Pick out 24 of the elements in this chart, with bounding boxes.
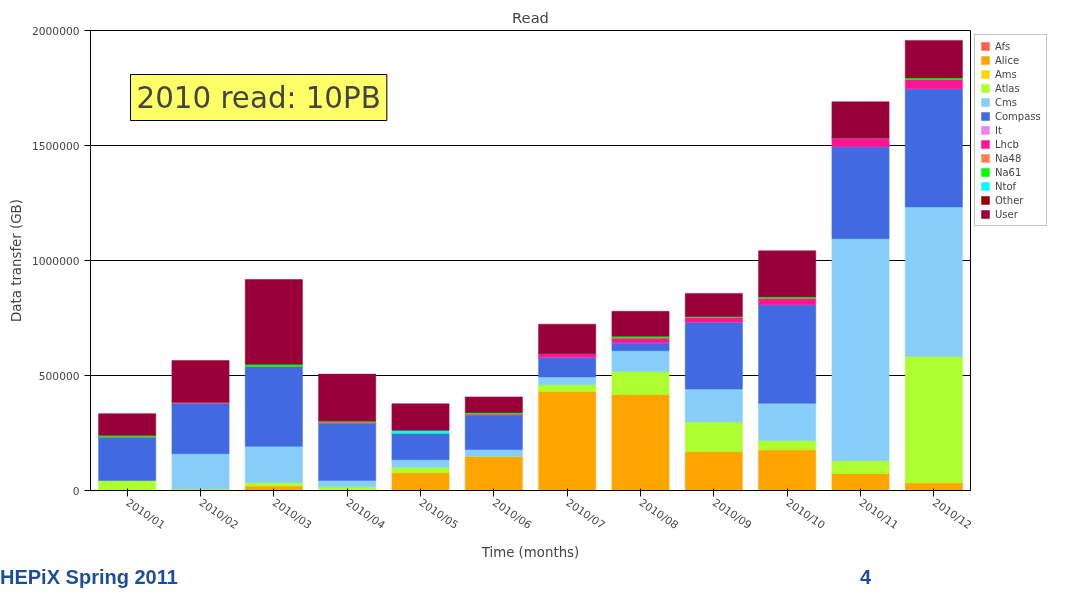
legend-label: Alice bbox=[995, 54, 1020, 66]
y-tick-label: 0 bbox=[72, 484, 80, 498]
legend-label: Other bbox=[995, 194, 1024, 206]
legend-label: Ams bbox=[995, 68, 1017, 80]
y-axis-title: Data transfer (GB) bbox=[9, 199, 25, 322]
y-tick-label: 1500000 bbox=[32, 139, 80, 153]
text: HEPiX Spring 2011 bbox=[0, 565, 178, 590]
legend-label: User bbox=[995, 208, 1018, 220]
legend-label: Afs bbox=[995, 40, 1012, 52]
y-tick-label: 1000000 bbox=[32, 254, 80, 268]
legend-label: Ntof bbox=[995, 180, 1017, 192]
legend-label: Compass bbox=[995, 110, 1041, 122]
legend-label: Atlas bbox=[995, 82, 1020, 94]
y-tick-label: 500000 bbox=[38, 369, 80, 383]
legend-label: Na61 bbox=[995, 166, 1022, 178]
annotation: 2010 read: 10PB bbox=[136, 80, 381, 115]
legend-label: It bbox=[995, 124, 1003, 136]
chart-title: Read bbox=[512, 8, 549, 26]
y-tick-label: 2000000 bbox=[32, 24, 80, 38]
legend-label: Lhcb bbox=[995, 138, 1019, 150]
x-axis-title: Time (months) bbox=[480, 545, 580, 561]
text: 4 bbox=[860, 565, 872, 590]
legend-label: Cms bbox=[995, 96, 1017, 108]
legend-label: Na48 bbox=[995, 152, 1022, 164]
